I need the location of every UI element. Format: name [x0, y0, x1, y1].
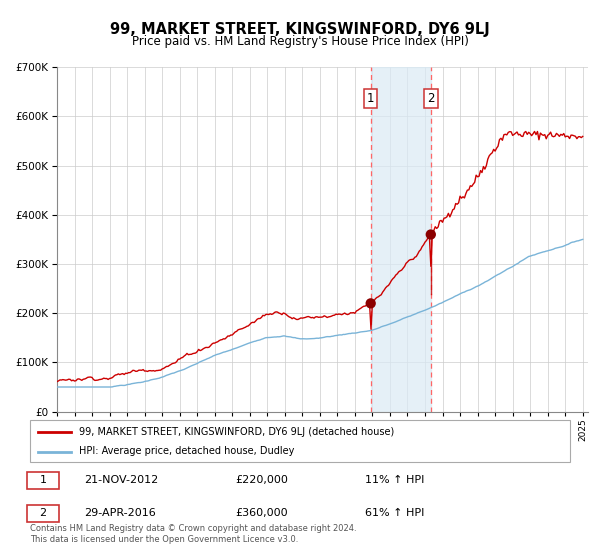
Text: 1: 1 [367, 92, 374, 105]
Text: 99, MARKET STREET, KINGSWINFORD, DY6 9LJ (detached house): 99, MARKET STREET, KINGSWINFORD, DY6 9LJ… [79, 427, 394, 437]
Bar [371, 67, 431, 412]
Text: HPI: Average price, detached house, Dudley: HPI: Average price, detached house, Dudl… [79, 446, 294, 456]
Text: 1: 1 [40, 475, 46, 486]
Point [426, 230, 436, 239]
Text: £220,000: £220,000 [235, 475, 288, 486]
Text: £360,000: £360,000 [235, 508, 288, 519]
Text: 21-NOV-2012: 21-NOV-2012 [84, 475, 158, 486]
FancyBboxPatch shape [28, 472, 59, 489]
FancyBboxPatch shape [28, 505, 59, 522]
Text: 2: 2 [427, 92, 434, 105]
Text: Contains HM Land Registry data © Crown copyright and database right 2024.
This d: Contains HM Land Registry data © Crown c… [30, 524, 356, 544]
Text: Price paid vs. HM Land Registry's House Price Index (HPI): Price paid vs. HM Land Registry's House … [131, 35, 469, 48]
Text: 2: 2 [40, 508, 47, 519]
FancyBboxPatch shape [30, 420, 570, 462]
Text: 99, MARKET STREET, KINGSWINFORD, DY6 9LJ: 99, MARKET STREET, KINGSWINFORD, DY6 9LJ [110, 22, 490, 38]
Text: 11% ↑ HPI: 11% ↑ HPI [365, 475, 424, 486]
Text: 61% ↑ HPI: 61% ↑ HPI [365, 508, 424, 519]
Text: 29-APR-2016: 29-APR-2016 [84, 508, 156, 519]
Point [366, 299, 376, 308]
